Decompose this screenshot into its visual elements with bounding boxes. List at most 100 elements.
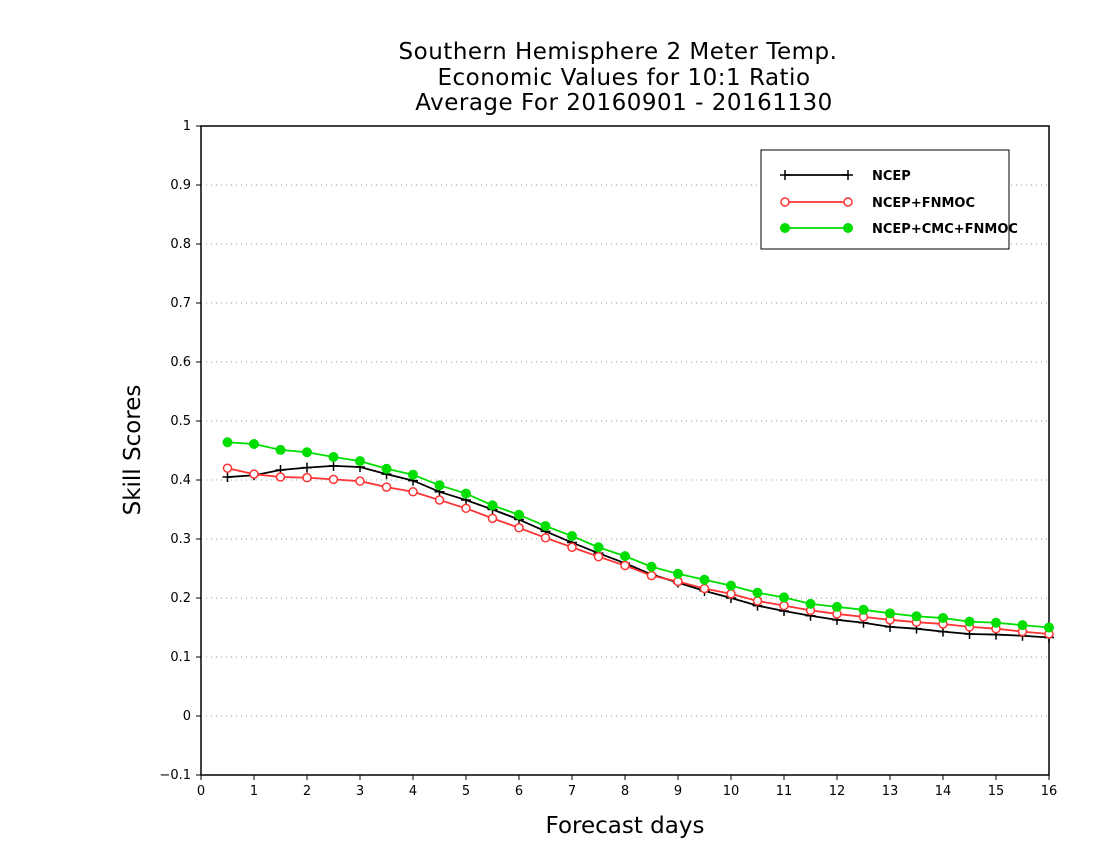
legend-item: NCEP — [780, 169, 911, 184]
y-tick-label: 1 — [183, 119, 191, 134]
series-ncep — [222, 460, 1054, 643]
data-point — [779, 600, 789, 611]
x-tick-label: 11 — [776, 784, 793, 799]
data-point — [381, 463, 392, 474]
data-point — [938, 613, 948, 624]
legend-item: NCEP+FNMOC — [780, 196, 975, 211]
data-point — [593, 551, 604, 562]
data-point — [461, 488, 471, 499]
x-tick-label: 6 — [515, 784, 523, 799]
title-line-1: Southern Hemisphere 2 Meter Temp. — [399, 39, 838, 65]
data-point — [275, 472, 286, 482]
legend-marker — [780, 223, 790, 233]
x-tick-label: 9 — [674, 784, 682, 799]
data-point — [514, 509, 524, 520]
data-point — [726, 589, 736, 599]
data-point — [328, 451, 339, 462]
data-point — [461, 503, 471, 514]
legend-label: NCEP+CMC+FNMOC — [872, 222, 1018, 237]
data-point — [832, 601, 842, 612]
data-point — [699, 583, 710, 594]
data-point — [249, 469, 259, 479]
x-tick-label: 12 — [829, 784, 846, 799]
y-tick-label: 0.3 — [170, 532, 191, 547]
axis-ticks: −0.100.10.20.30.40.50.60.70.80.910 1 2 3 4 5 6… — [159, 119, 1057, 799]
data-point — [302, 447, 312, 458]
y-tick-label: 0.9 — [170, 178, 191, 193]
data-point — [885, 608, 895, 619]
data-point — [355, 456, 365, 467]
x-tick-label: 2 — [303, 784, 311, 799]
legend-marker — [780, 170, 790, 180]
data-point — [222, 463, 233, 473]
legend-marker — [780, 197, 790, 207]
data-point — [646, 570, 657, 581]
data-point — [673, 568, 683, 579]
data-point — [991, 617, 1001, 628]
x-tick-label: 10 — [723, 784, 740, 799]
series-line — [227, 467, 1050, 635]
data-point — [249, 439, 259, 450]
data-point — [805, 598, 816, 609]
legend-label: NCEP+FNMOC — [872, 196, 975, 211]
y-tick-label: 0.6 — [170, 355, 191, 370]
legend-marker — [843, 223, 853, 233]
data-point — [408, 469, 418, 480]
x-axis-label: Forecast days — [546, 813, 705, 839]
x-tick-label: 13 — [882, 784, 899, 799]
legend-marker — [843, 170, 853, 180]
data-point — [355, 476, 365, 486]
series-group — [222, 437, 1054, 643]
data-point — [1044, 622, 1054, 633]
data-point — [328, 474, 339, 485]
data-point — [567, 542, 577, 553]
x-tick-label: 15 — [988, 784, 1005, 799]
data-point — [752, 587, 763, 598]
y-axis-label: Skill Scores — [120, 385, 146, 516]
legend-marker — [843, 197, 853, 207]
data-point — [620, 551, 630, 562]
data-point — [222, 437, 233, 448]
data-point — [302, 462, 312, 473]
y-tick-label: 0.1 — [170, 650, 191, 665]
x-tick-label: 1 — [250, 784, 258, 799]
data-point — [328, 460, 339, 471]
x-tick-label: 4 — [409, 784, 417, 799]
legend-item: NCEP+CMC+FNMOC — [780, 222, 1018, 237]
data-point — [726, 580, 736, 591]
y-tick-label: 0.8 — [170, 237, 191, 252]
y-tick-label: 0.5 — [170, 414, 191, 429]
data-point — [487, 513, 498, 524]
data-point — [646, 561, 657, 572]
x-tick-label: 16 — [1041, 784, 1058, 799]
data-point — [381, 482, 392, 492]
data-point — [858, 604, 869, 615]
data-point — [434, 480, 445, 491]
data-point — [1017, 620, 1028, 631]
x-tick-label: 7 — [568, 784, 576, 799]
legend-box — [760, 149, 1010, 250]
data-point — [779, 592, 789, 603]
chart-title: Southern Hemisphere 2 Meter Temp. Econom… — [399, 39, 838, 116]
data-point — [911, 611, 922, 622]
data-point — [540, 533, 551, 543]
series-ncep-cmc-fnmoc — [222, 437, 1054, 633]
y-tick-label: −0.1 — [159, 768, 191, 783]
y-tick-label: 0.4 — [170, 473, 191, 488]
x-tick-label: 5 — [462, 784, 470, 799]
title-line-3: Average For 20160901 - 20161130 — [415, 90, 833, 116]
legend-label: NCEP — [872, 169, 911, 184]
y-tick-label: 0.2 — [170, 591, 191, 606]
legend: NCEP NCEP+FNMOC NCEP+CMC+FNMOC — [760, 149, 1018, 250]
data-point — [752, 596, 763, 606]
data-point — [434, 495, 445, 505]
x-tick-label: 0 — [197, 784, 205, 799]
x-tick-label: 8 — [621, 784, 629, 799]
data-point — [620, 560, 630, 571]
data-point — [540, 521, 551, 532]
data-point — [699, 574, 710, 585]
data-point — [514, 523, 524, 533]
x-tick-label: 14 — [935, 784, 952, 799]
